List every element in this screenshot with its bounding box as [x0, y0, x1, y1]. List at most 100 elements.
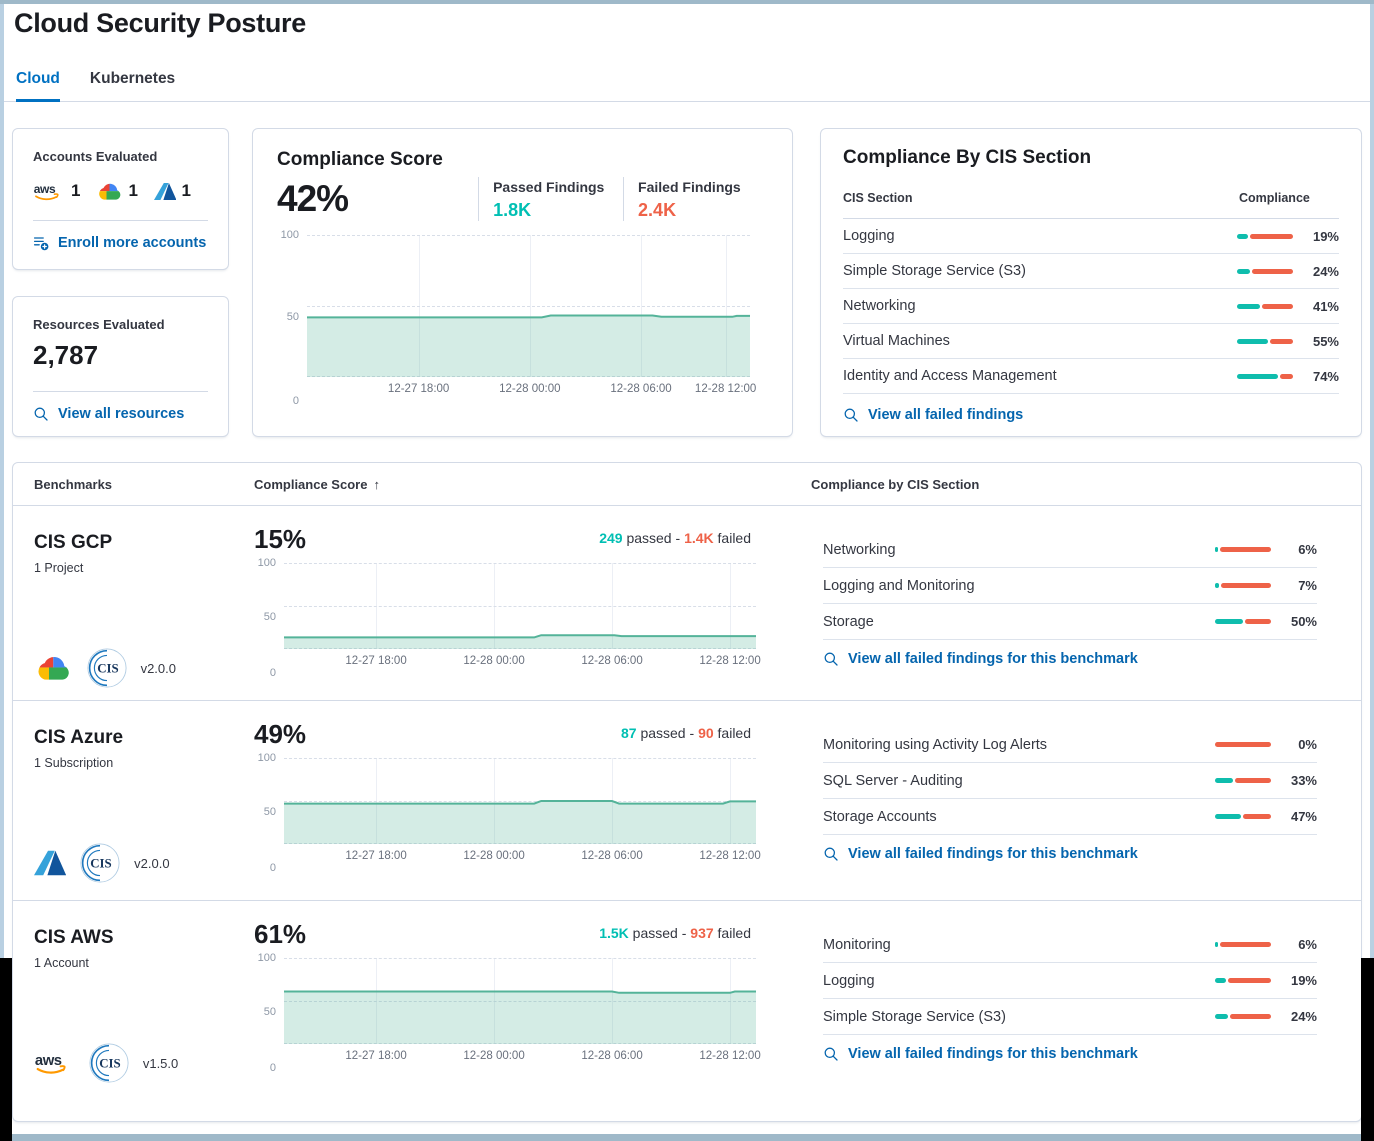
tab-bar: Cloud Kubernetes [16, 70, 175, 102]
benchmark-score-value: 49% [254, 719, 307, 749]
cis-section-label: Simple Storage Service (S3) [843, 263, 1026, 279]
failed-count: 1.4K [684, 530, 714, 546]
benchmark-score-cell: 49% 87 passed - 90 failed 100 50 0 12-27 1… [254, 701, 811, 900]
tabs-divider [0, 101, 1374, 102]
enroll-more-accounts-label: Enroll more accounts [58, 235, 207, 251]
compliance-bar-failed [1270, 338, 1293, 344]
view-all-resources-link[interactable]: View all resources [33, 406, 184, 422]
cis-benchmark-logo-icon: CIS [88, 1042, 130, 1084]
y-axis-tick: 0 [269, 1062, 276, 1074]
passed-word: passed [626, 530, 672, 546]
horizontal-gridline [284, 1001, 756, 1002]
cis-section-row: Logging 19% [843, 219, 1339, 254]
cis-section-row: Storage Accounts 47% [823, 799, 1317, 835]
tab-kubernetes[interactable]: Kubernetes [89, 70, 176, 87]
column-compliance-by-cis-section: Compliance by CIS Section [811, 476, 980, 492]
compliance-percentage: 74% [1312, 368, 1339, 384]
passed-failed-summary: 87 passed - 90 failed [621, 725, 751, 741]
benchmark-trend-chart: 100 50 0 12-27 18:00 12-28 00:00 12-28 06:00… [254, 752, 811, 874]
x-axis-tick: 12-28 06:00 [581, 1050, 643, 1062]
benchmark-row: CIS GCP 1 Project CIS v2.0.0 15% 249 pas… [13, 506, 1361, 701]
view-all-failed-findings-link[interactable]: View all failed findings [843, 407, 1023, 423]
list-add-icon [33, 235, 49, 251]
failed-findings-value: 2.4K [638, 200, 677, 220]
compliance-percentage: 6% [1298, 937, 1317, 952]
benchmark-scope: 1 Project [34, 561, 84, 575]
benchmark-score-value: 61% [254, 919, 307, 949]
benchmark-logos: aws CIS v1.5.0 [34, 1042, 178, 1084]
benchmark-score-cell: 15% 249 passed - 1.4K failed 100 50 0 12-2… [254, 506, 811, 700]
cis-section-row: Monitoring using Activity Log Alerts 0% [823, 727, 1317, 763]
passed-count: 1.5K [599, 925, 629, 941]
view-failed-findings-benchmark-link[interactable]: View all failed findings for this benchm… [823, 651, 1138, 667]
horizontal-gridline [284, 801, 756, 802]
x-axis-tick: 12-28 12:00 [699, 1050, 761, 1062]
y-axis-tick: 0 [269, 862, 276, 874]
card-divider [33, 220, 208, 221]
benchmark-version: v2.0.0 [134, 855, 170, 871]
tab-cloud[interactable]: Cloud [16, 70, 60, 102]
benchmark-rows: CIS GCP 1 Project CIS v2.0.0 15% 249 pas… [13, 506, 1361, 1123]
compliance-bar [1215, 778, 1271, 783]
cis-section-label: Logging [843, 228, 895, 244]
benchmark-info-cell: CIS AWS 1 Account aws CIS v1.5.0 [13, 901, 254, 1123]
gcp-logo-icon [96, 181, 123, 202]
compliance-score-trend-chart: 100 50 0 12-27 18:00 12-28 00:00 12-28 06:00… [277, 229, 768, 407]
failed-word: failed [717, 925, 751, 941]
passed-failed-summary: 249 passed - 1.4K failed [599, 530, 751, 546]
compliance-bar-passed [1215, 978, 1226, 983]
cis-section-label: Logging and Monitoring [823, 577, 975, 594]
horizontal-gridline [284, 758, 756, 759]
benchmark-name: CIS Azure [34, 727, 124, 748]
passed-count: 249 [599, 530, 623, 546]
search-icon [823, 846, 839, 862]
compliance-bar-passed [1237, 303, 1260, 309]
compliance-bar [1215, 942, 1271, 947]
compliance-bar [1215, 814, 1271, 819]
compliance-bar-failed [1280, 373, 1293, 379]
x-axis-labels: 12-27 18:00 12-28 00:00 12-28 06:00 12-28 1… [284, 1050, 760, 1068]
passed-findings-label: Passed Findings [493, 179, 605, 195]
compliance-percentage: 47% [1290, 809, 1317, 824]
x-axis-tick: 12-28 12:00 [694, 383, 757, 395]
view-failed-findings-benchmark-link[interactable]: View all failed findings for this benchm… [823, 1046, 1138, 1062]
compliance-percentage: 0% [1298, 737, 1317, 752]
cloud-provider-logo-icon [34, 653, 73, 683]
y-axis-tick: 100 [257, 952, 276, 964]
cis-section-row: Storage 50% [823, 604, 1317, 640]
passed-word: passed [632, 925, 678, 941]
compliance-percentage: 24% [1312, 263, 1339, 279]
x-axis-labels: 12-27 18:00 12-28 00:00 12-28 06:00 12-28 1… [307, 383, 756, 401]
cis-section-column-header: CIS Section [843, 191, 913, 205]
benchmark-info-cell: CIS GCP 1 Project CIS v2.0.0 [13, 506, 254, 700]
cis-section-rows: Monitoring 6% Logging 19% Simple Storage… [823, 927, 1317, 1035]
compliance-bar-failed [1250, 233, 1293, 239]
card-divider [33, 391, 208, 392]
column-compliance-score-sort[interactable]: Compliance Score ↑ [254, 477, 811, 492]
svg-text:CIS: CIS [97, 661, 118, 675]
benchmark-name: CIS GCP [34, 532, 113, 553]
y-axis-labels: 100 50 0 [254, 557, 284, 679]
aws-logo-icon: aws [33, 181, 66, 202]
compliance-bar-failed [1228, 978, 1271, 983]
benchmark-sections-cell: Monitoring 6% Logging 19% Simple Storage… [811, 901, 1361, 1123]
cis-section-row: Virtual Machines 55% [843, 324, 1339, 359]
horizontal-gridline [284, 843, 756, 844]
horizontal-gridline [307, 306, 750, 307]
view-failed-findings-benchmark-link[interactable]: View all failed findings for this benchm… [823, 846, 1138, 862]
x-axis-labels: 12-27 18:00 12-28 00:00 12-28 06:00 12-28 1… [284, 850, 760, 868]
horizontal-gridline [284, 1043, 756, 1044]
benchmark-sections-cell: Networking 6% Logging and Monitoring 7% … [811, 506, 1361, 700]
area-chart-plot [307, 235, 750, 377]
benchmark-info-cell: CIS Azure 1 Subscription CIS v2.0.0 [13, 701, 254, 900]
cis-section-label: Networking [823, 541, 896, 558]
accounts-evaluated-card: Accounts Evaluated aws 1 1 1 Enroll more ac… [12, 128, 229, 270]
compliance-bar [1237, 233, 1293, 239]
enroll-more-accounts-link[interactable]: Enroll more accounts [33, 235, 206, 251]
separator: - [681, 925, 687, 941]
area-chart-plot [284, 958, 756, 1044]
area-chart-plot [284, 563, 756, 649]
x-axis-tick: 12-28 06:00 [610, 383, 672, 395]
account-provider-gcp: 1 [96, 181, 138, 202]
benchmark-score-cell: 61% 1.5K passed - 937 failed 100 50 0 12-2… [254, 901, 811, 1123]
